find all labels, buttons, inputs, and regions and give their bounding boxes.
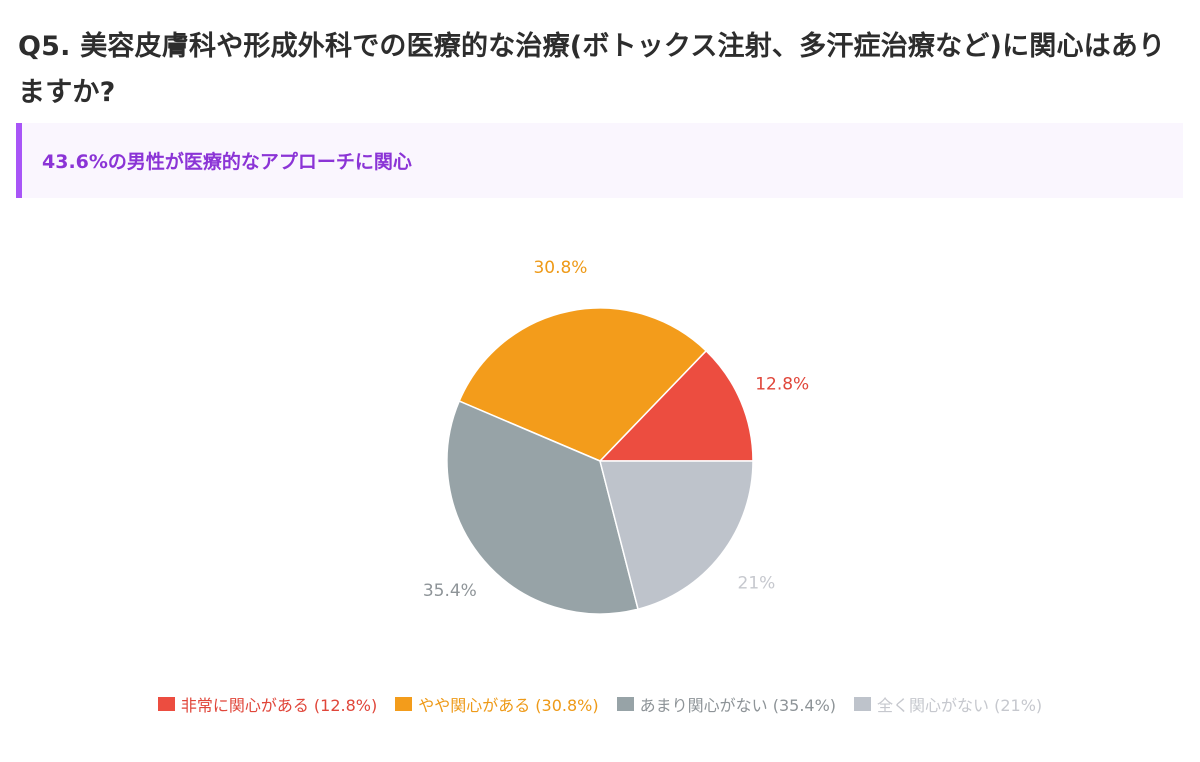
highlight-text: 43.6%の男性が医療的なアプローチに関心 [42, 151, 412, 173]
slice-data-label: 35.4% [423, 581, 477, 601]
chart-legend: 非常に関心がある (12.8%) やや関心がある (30.8%) あまり関心がな… [0, 690, 1200, 718]
pie-slice[interactable] [458, 307, 708, 462]
legend-label: やや関心がある (30.8%) [418, 696, 599, 715]
legend-swatch [395, 697, 413, 711]
slice-data-label: 12.8% [755, 375, 809, 395]
legend-item-not-very-interested[interactable]: あまり関心がない (35.4%) [616, 692, 837, 716]
legend-item-very-interested[interactable]: 非常に関心がある (12.8%) [157, 692, 378, 716]
legend-item-not-interested[interactable]: 全く関心がない (21%) [854, 692, 1042, 716]
question-title: Q5. 美容皮膚科や形成外科での医療的な治療(ボトックス注射、多汗症治療など)に… [18, 31, 1166, 108]
pie-slice[interactable] [446, 400, 639, 615]
legend-label: あまり関心がない (35.4%) [639, 696, 837, 715]
slice-data-label: 21% [738, 573, 776, 593]
pie-slice[interactable] [598, 349, 754, 462]
legend-item-somewhat-interested[interactable]: やや関心がある (30.8%) [395, 692, 599, 716]
legend-label: 非常に関心がある (12.8%) [180, 696, 378, 715]
pie-slice[interactable] [599, 460, 754, 611]
legend-swatch [854, 697, 872, 711]
legend-label: 全く関心がない (21%) [877, 696, 1043, 715]
slice-data-label: 30.8% [533, 258, 587, 278]
highlight-callout: 43.6%の男性が医療的なアプローチに関心 [16, 123, 1183, 198]
legend-swatch [157, 697, 175, 711]
legend-swatch [616, 697, 634, 711]
